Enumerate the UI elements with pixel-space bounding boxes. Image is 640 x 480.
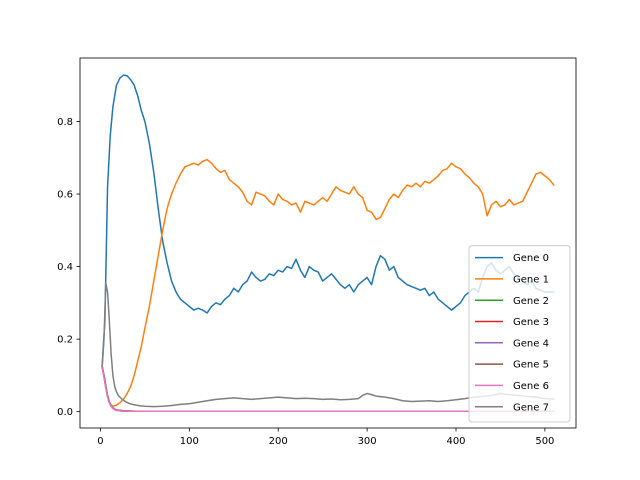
x-axis: 0 100 200 300 400 500 bbox=[97, 428, 554, 447]
legend-label-gene-3: Gene 3 bbox=[513, 317, 549, 328]
legend: Gene 0 Gene 1 Gene 2 Gene 3 Gene 4 Gene 5 Gene… bbox=[468, 245, 571, 423]
x-tick-label: 500 bbox=[535, 436, 554, 447]
x-tick-label: 0 bbox=[97, 436, 103, 447]
legend-label-gene-1: Gene 1 bbox=[513, 275, 549, 286]
legend-label-gene-7: Gene 7 bbox=[513, 402, 549, 413]
series-line-gene-7 bbox=[101, 282, 555, 408]
legend-label-gene-5: Gene 5 bbox=[513, 360, 549, 371]
x-tick-label: 200 bbox=[269, 436, 288, 447]
legend-label-gene-2: Gene 2 bbox=[513, 296, 549, 307]
series-line-gene-1 bbox=[101, 158, 555, 407]
x-tick-label: 100 bbox=[180, 436, 199, 447]
x-tick-label: 300 bbox=[358, 436, 377, 447]
legend-label-gene-4: Gene 4 bbox=[513, 338, 549, 349]
y-tick-label: 0.8 bbox=[57, 117, 73, 128]
legend-label-gene-6: Gene 6 bbox=[513, 381, 549, 392]
y-tick-label: 0.2 bbox=[57, 335, 73, 346]
y-tick-label: 0.6 bbox=[57, 190, 73, 201]
y-tick-label: 0.4 bbox=[57, 262, 73, 273]
series-layer bbox=[101, 74, 555, 413]
legend-box bbox=[468, 245, 571, 423]
series-line-gene-6 bbox=[101, 366, 555, 413]
legend-label-gene-0: Gene 0 bbox=[513, 253, 549, 264]
y-tick-label: 0.0 bbox=[57, 407, 73, 418]
y-axis: 0.0 0.2 0.4 0.6 0.8 bbox=[57, 117, 80, 418]
x-tick-label: 400 bbox=[446, 436, 465, 447]
axes-layer bbox=[79, 57, 577, 429]
plot-frame bbox=[79, 57, 577, 429]
